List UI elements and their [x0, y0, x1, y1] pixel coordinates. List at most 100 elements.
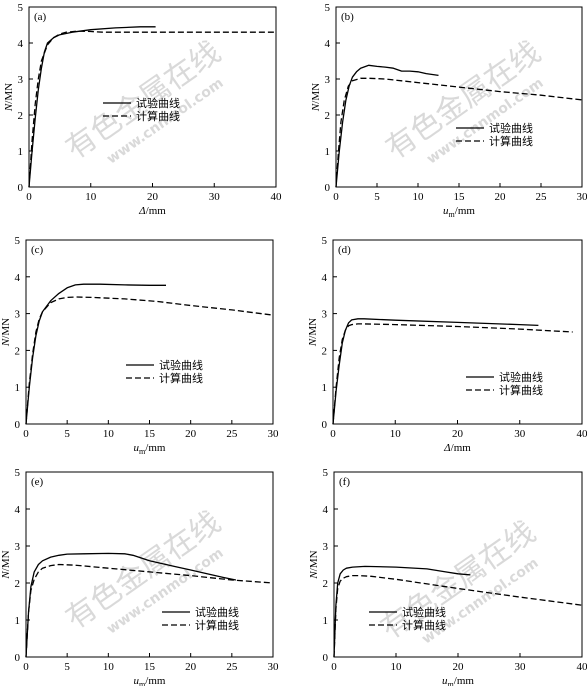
x-axis-label-sub: m — [139, 447, 146, 456]
series-line-test — [25, 552, 237, 658]
x-tick-label: 40 — [577, 661, 587, 673]
x-tick-label: 10 — [391, 661, 403, 673]
x-axis-label-unit: /mm — [454, 675, 475, 686]
x-axis-label-unit: /mm — [146, 205, 167, 217]
x-axis-label-var: u — [134, 675, 140, 686]
y-tick-label: 1 — [15, 615, 21, 627]
y-tick-label: 1 — [15, 382, 21, 394]
y-tick-label: 0 — [15, 652, 21, 664]
y-axis-label: N/MN — [310, 83, 322, 112]
x-axis-label-var: Δ — [138, 205, 145, 217]
x-tick-label: 15 — [454, 191, 466, 203]
x-axis-label-var: u — [442, 675, 448, 686]
y-axis-label-unit: /MN — [310, 83, 322, 104]
legend-label: 计算曲线 — [159, 371, 203, 385]
legend-label: 试验曲线 — [402, 605, 446, 619]
y-tick-label: 3 — [325, 74, 331, 86]
panel-label: (a) — [34, 11, 47, 23]
x-tick-label: 0 — [23, 428, 29, 440]
y-tick-label: 5 — [322, 235, 328, 247]
y-axis-label: N/MN — [0, 318, 12, 347]
series-line-calculated — [332, 323, 573, 425]
x-tick-label: 0 — [330, 428, 336, 440]
y-tick-label: 5 — [15, 235, 21, 247]
y-tick-label: 3 — [323, 541, 329, 553]
x-tick-label: 25 — [226, 661, 238, 673]
x-tick-label: 20 — [452, 428, 464, 440]
x-axis-label: um/mm — [442, 675, 474, 686]
y-tick-label: 5 — [323, 467, 329, 479]
x-tick-label: 5 — [64, 428, 70, 440]
y-tick-label: 3 — [15, 309, 21, 321]
y-tick-label: 1 — [323, 615, 329, 627]
y-axis-label-unit: /MN — [3, 83, 15, 104]
y-tick-label: 0 — [322, 419, 328, 431]
series-line-test — [335, 64, 439, 188]
y-tick-label: 2 — [325, 110, 331, 122]
series-line-test — [332, 318, 539, 425]
x-axis-label-unit: /mm — [451, 442, 472, 454]
panel-label: (b) — [341, 11, 354, 23]
x-axis-label-unit: /mm — [455, 205, 476, 217]
x-tick-label: 40 — [577, 428, 587, 440]
x-axis-label-var: u — [443, 205, 449, 217]
series-line-calculated — [25, 563, 274, 658]
x-axis-label: um/mm — [134, 675, 166, 686]
x-tick-label: 5 — [64, 661, 70, 673]
x-axis-label-sub: m — [449, 210, 456, 219]
y-axis-label-var: N — [3, 103, 15, 112]
y-axis-label-var: N — [0, 338, 12, 347]
x-tick-label: 30 — [268, 428, 280, 440]
panel-label: (d) — [338, 244, 351, 256]
x-tick-label: 30 — [268, 661, 280, 673]
y-tick-label: 0 — [18, 182, 24, 194]
legend-label: 计算曲线 — [402, 618, 446, 632]
x-axis-label-sub: m — [448, 680, 455, 686]
y-tick-label: 4 — [15, 272, 21, 284]
y-axis-label-unit: /MN — [0, 318, 12, 339]
x-axis-label-unit: /mm — [145, 442, 166, 454]
x-axis-label: um/mm — [134, 442, 166, 456]
x-tick-label: 10 — [390, 428, 402, 440]
y-tick-label: 3 — [322, 309, 328, 321]
y-tick-label: 1 — [18, 146, 24, 158]
x-tick-label: 20 — [453, 661, 465, 673]
x-tick-label: 5 — [374, 191, 380, 203]
y-axis-label-var: N — [0, 571, 12, 580]
x-tick-label: 0 — [331, 661, 337, 673]
x-tick-label: 30 — [515, 661, 527, 673]
y-tick-label: 0 — [325, 182, 331, 194]
y-tick-label: 2 — [323, 578, 329, 590]
y-tick-label: 4 — [18, 38, 24, 50]
panel-label: (e) — [31, 476, 44, 488]
y-tick-label: 3 — [15, 541, 21, 553]
y-tick-label: 5 — [325, 2, 331, 14]
y-axis-label-unit: /MN — [0, 550, 12, 571]
legend-label: 计算曲线 — [489, 134, 533, 148]
x-axis-label-sub: m — [139, 680, 146, 686]
y-tick-label: 2 — [18, 110, 24, 122]
series-line-test — [333, 565, 471, 658]
x-axis-label-unit: /mm — [145, 675, 166, 686]
y-axis-label-var: N — [310, 103, 322, 112]
y-tick-label: 4 — [15, 504, 21, 516]
legend-label: 计算曲线 — [499, 383, 543, 397]
legend-label: 计算曲线 — [195, 618, 239, 632]
legend-label: 试验曲线 — [499, 370, 543, 384]
y-tick-label: 2 — [15, 578, 21, 590]
plot-frame — [25, 239, 274, 425]
x-tick-label: 20 — [185, 428, 197, 440]
x-tick-label: 40 — [271, 191, 283, 203]
x-tick-label: 10 — [413, 191, 425, 203]
series-line-calculated — [335, 77, 583, 188]
y-tick-label: 5 — [18, 2, 24, 14]
x-axis-label: um/mm — [443, 205, 475, 219]
x-tick-label: 10 — [103, 428, 115, 440]
x-axis-label-var: Δ — [443, 442, 450, 454]
